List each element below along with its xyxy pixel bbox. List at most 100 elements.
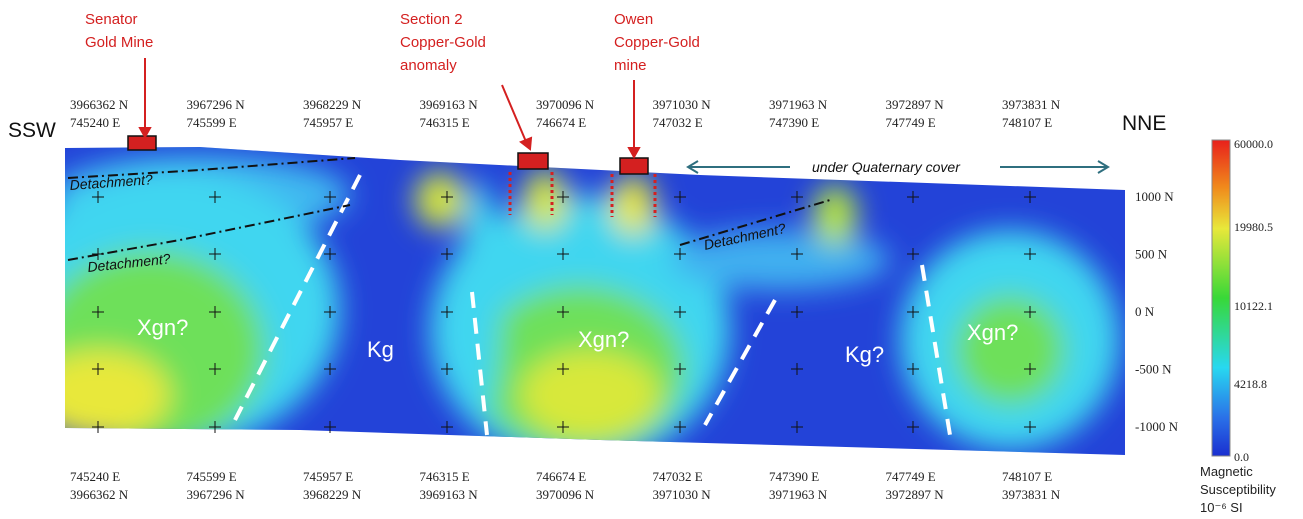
bottom-coordinate: 746674 E — [536, 469, 586, 484]
grid-cross — [674, 248, 686, 260]
grid-cross — [92, 363, 104, 375]
grid-cross — [1024, 248, 1036, 260]
colorbar-label: 19980.5 — [1234, 220, 1273, 234]
unit-label: Xgn? — [578, 327, 629, 352]
top-coordinate: 746315 E — [420, 115, 470, 130]
grid-cross — [441, 306, 453, 318]
cover-arrow — [686, 160, 1110, 174]
grid-cross — [1024, 306, 1036, 318]
grid-cross — [907, 191, 919, 203]
bottom-coordinate: 745240 E — [70, 469, 120, 484]
grid-cross — [209, 363, 221, 375]
grid-cross — [92, 421, 104, 433]
top-coordinate: 3968229 N — [303, 97, 362, 112]
bottom-coordinate: 3973831 N — [1002, 487, 1061, 502]
top-coordinate: 747032 E — [653, 115, 703, 130]
top-coordinate: 3969163 N — [420, 97, 479, 112]
grid-cross — [791, 306, 803, 318]
grid-cross — [92, 306, 104, 318]
grid-cross — [557, 363, 569, 375]
detachment-label: Detachment? — [69, 171, 153, 193]
bottom-coordinate: 3970096 N — [536, 487, 595, 502]
bottom-coordinate: 747390 E — [769, 469, 819, 484]
grid-cross — [324, 248, 336, 260]
annotation: anomaly — [400, 57, 457, 74]
elevation-label: 1000 N — [1135, 189, 1174, 204]
grid-cross — [209, 191, 221, 203]
unit-label: Kg? — [845, 342, 884, 367]
top-coordinate: 747390 E — [769, 115, 819, 130]
bottom-coordinate: 3967296 N — [187, 487, 246, 502]
grid-cross — [1024, 191, 1036, 203]
grid-cross — [791, 191, 803, 203]
annotation: Copper-Gold — [400, 34, 486, 51]
bottom-coordinate: 745957 E — [303, 469, 353, 484]
top-coordinate: 747749 E — [886, 115, 936, 130]
top-coordinate: 748107 E — [1002, 115, 1052, 130]
grid-cross — [907, 306, 919, 318]
colorbar-label: 4218.8 — [1234, 377, 1267, 391]
top-coordinate: 3971963 N — [769, 97, 828, 112]
bottom-coordinate: 747032 E — [653, 469, 703, 484]
unit-label: Kg — [367, 337, 394, 362]
grid-cross — [441, 191, 453, 203]
bottom-coordinate: 745599 E — [187, 469, 237, 484]
elevation-label: -1000 N — [1135, 419, 1179, 434]
grid-cross — [674, 306, 686, 318]
top-coordinate: 3966362 N — [70, 97, 129, 112]
top-coordinate: 3967296 N — [187, 97, 246, 112]
left-direction: SSW — [8, 119, 56, 142]
elevation-label: -500 N — [1135, 362, 1172, 377]
grid-cross — [209, 248, 221, 260]
right-direction: NNE — [1122, 112, 1166, 135]
top-coordinate: 746674 E — [536, 115, 586, 130]
section — [65, 147, 1125, 455]
bottom-coordinate: 3971030 N — [653, 487, 712, 502]
unit-label: Xgn? — [967, 320, 1018, 345]
annotation: Section 2 — [400, 11, 463, 28]
grid-cross — [907, 248, 919, 260]
top-coordinate: 745957 E — [303, 115, 353, 130]
annotation: Gold Mine — [85, 34, 153, 51]
grid-cross — [557, 306, 569, 318]
top-coordinate: 3973831 N — [1002, 97, 1061, 112]
bottom-coordinate: 3969163 N — [420, 487, 479, 502]
colorbar-label: 0.0 — [1234, 450, 1249, 464]
grid-cross — [557, 248, 569, 260]
faults — [233, 174, 952, 436]
bottom-coordinate: 3968229 N — [303, 487, 362, 502]
top-coordinate: 745599 E — [187, 115, 237, 130]
detachments — [67, 157, 831, 261]
grid-cross — [1024, 363, 1036, 375]
grid-cross — [674, 191, 686, 203]
annotation: Owen — [614, 11, 653, 28]
grid-cross — [907, 421, 919, 433]
top-coordinate: 3970096 N — [536, 97, 595, 112]
grid-cross — [441, 248, 453, 260]
grid-cross — [92, 248, 104, 260]
grid-cross — [791, 248, 803, 260]
grid-cross — [907, 363, 919, 375]
colorbar-label: 10122.1 — [1234, 299, 1273, 313]
grid-cross — [557, 191, 569, 203]
annotation: Senator — [85, 11, 138, 28]
grid-cross — [674, 421, 686, 433]
top-coordinate: 745240 E — [70, 115, 120, 130]
colorbar-title: Magnetic — [1200, 464, 1253, 479]
colorbar-unit: 10⁻⁶ SI — [1200, 500, 1243, 515]
bottom-coordinate: 3971963 N — [769, 487, 828, 502]
bottom-coordinate: 3966362 N — [70, 487, 129, 502]
grid-cross — [209, 421, 221, 433]
grid-cross — [441, 421, 453, 433]
annotation: mine — [614, 57, 647, 74]
elevation-label: 500 N — [1135, 247, 1168, 262]
top-coordinate: 3971030 N — [653, 97, 712, 112]
grid-cross — [557, 421, 569, 433]
grid-cross — [674, 363, 686, 375]
grid-cross — [324, 363, 336, 375]
grid-cross — [324, 191, 336, 203]
cover-label: under Quaternary cover — [812, 159, 961, 175]
bottom-coordinate: 746315 E — [420, 469, 470, 484]
bottom-coordinate: 3972897 N — [886, 487, 945, 502]
